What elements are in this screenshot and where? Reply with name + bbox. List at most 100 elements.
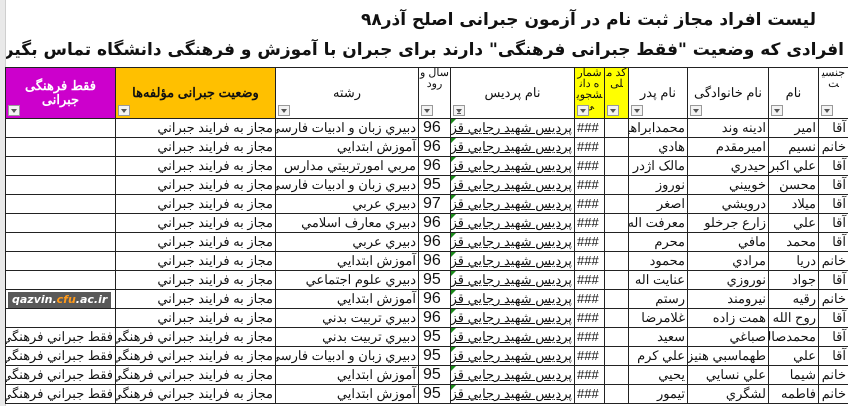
cell-father-name[interactable]: تيمور	[628, 384, 688, 404]
cell-compensation-status[interactable]: مجاز به فرايند جبراني	[115, 270, 276, 290]
cell-major[interactable]: آموزش ابتدايي	[275, 137, 419, 157]
cell-cultural-only[interactable]	[5, 213, 116, 233]
cell-campus[interactable]: پرديس شهيد رجايي قزوين	[450, 327, 575, 347]
cell-campus[interactable]: پرديس شهيد رجايي قزوين	[450, 137, 575, 157]
cell-last-name[interactable]: طهماسبي هنيزي	[687, 346, 769, 366]
cell-last-name[interactable]: ادينه وند	[687, 118, 769, 138]
cell-cultural-only[interactable]	[5, 194, 116, 214]
cell-national-code[interactable]	[604, 270, 629, 290]
cell-campus[interactable]: پرديس شهيد رجايي قزوين	[450, 346, 575, 366]
cell-gender[interactable]: خانم	[818, 365, 848, 385]
cell-father-name[interactable]: سعيد	[628, 327, 688, 347]
cell-entry-year[interactable]: 95	[418, 365, 451, 385]
cell-national-code[interactable]	[604, 289, 629, 309]
cell-campus[interactable]: پرديس شهيد رجايي قزوين	[450, 175, 575, 195]
cell-compensation-status[interactable]: مجاز به فرايند جبراني	[115, 251, 276, 271]
cell-major[interactable]: دبيري تربيت بدني	[275, 327, 419, 347]
cell-student-number[interactable]: ###	[574, 346, 605, 366]
cell-compensation-status[interactable]: مجاز به فرايند جبراني	[115, 308, 276, 328]
cell-national-code[interactable]	[604, 365, 629, 385]
cell-entry-year[interactable]: 97	[418, 194, 451, 214]
cell-gender[interactable]: خانم	[818, 137, 848, 157]
cell-first-name[interactable]: فاطمه	[768, 384, 819, 404]
cell-cultural-only[interactable]	[5, 270, 116, 290]
cell-student-number[interactable]: ###	[574, 327, 605, 347]
cell-father-name[interactable]: عنايت اله	[628, 270, 688, 290]
cell-last-name[interactable]: مافي	[687, 232, 769, 252]
cell-gender[interactable]: آقا	[818, 327, 848, 347]
cell-gender[interactable]: آقا	[818, 194, 848, 214]
cell-gender[interactable]: خانم	[818, 384, 848, 404]
cell-cultural-only[interactable]	[5, 232, 116, 252]
cell-national-code[interactable]	[604, 156, 629, 176]
filter-dropdown-icon[interactable]	[607, 105, 619, 116]
cell-student-number[interactable]: ###	[574, 213, 605, 233]
cell-cultural-only[interactable]: فقط جبراني فرهنگي	[5, 384, 116, 404]
cell-cultural-only[interactable]	[5, 137, 116, 157]
cell-entry-year[interactable]: 96	[418, 308, 451, 328]
cell-national-code[interactable]	[604, 327, 629, 347]
cell-student-number[interactable]: ###	[574, 137, 605, 157]
cell-major[interactable]: آموزش ابتدايي	[275, 384, 419, 404]
cell-major[interactable]: آموزش ابتدايي	[275, 251, 419, 271]
cell-first-name[interactable]: محسن	[768, 175, 819, 195]
cell-national-code[interactable]	[604, 137, 629, 157]
cell-last-name[interactable]: مرادي	[687, 251, 769, 271]
cell-father-name[interactable]: هادي	[628, 137, 688, 157]
cell-major[interactable]: آموزش ابتدايي	[275, 365, 419, 385]
cell-entry-year[interactable]: 96	[418, 156, 451, 176]
cell-national-code[interactable]	[604, 384, 629, 404]
filter-dropdown-icon[interactable]	[421, 105, 433, 116]
cell-national-code[interactable]	[604, 213, 629, 233]
cell-father-name[interactable]: مالک اژدر	[628, 156, 688, 176]
filter-dropdown-icon[interactable]	[821, 105, 833, 116]
cell-first-name[interactable]: نسيم	[768, 137, 819, 157]
cell-entry-year[interactable]: 95	[418, 327, 451, 347]
cell-last-name[interactable]: اميرمقدم	[687, 137, 769, 157]
cell-entry-year[interactable]: 95	[418, 175, 451, 195]
cell-cultural-only[interactable]: فقط جبراني فرهنگي	[5, 365, 116, 385]
cell-first-name[interactable]: جواد	[768, 270, 819, 290]
cell-national-code[interactable]	[604, 346, 629, 366]
cell-entry-year[interactable]: 96	[418, 137, 451, 157]
cell-major[interactable]: آموزش ابتدايي	[275, 289, 419, 309]
cell-entry-year[interactable]: 96	[418, 232, 451, 252]
filter-dropdown-icon[interactable]	[690, 105, 702, 116]
cell-student-number[interactable]: ###	[574, 251, 605, 271]
cell-compensation-status[interactable]: مجاز به فرايند جبراني	[115, 194, 276, 214]
cell-campus[interactable]: پرديس شهيد رجايي قزوين	[450, 308, 575, 328]
cell-father-name[interactable]: محرم	[628, 232, 688, 252]
cell-national-code[interactable]	[604, 194, 629, 214]
cell-cultural-only[interactable]	[5, 175, 116, 195]
cell-cultural-only[interactable]	[5, 251, 116, 271]
cell-student-number[interactable]: ###	[574, 308, 605, 328]
cell-last-name[interactable]: زارع جرخلو	[687, 213, 769, 233]
cell-last-name[interactable]: نيرومند	[687, 289, 769, 309]
cell-major[interactable]: دبيري معارف اسلامي	[275, 213, 419, 233]
cell-national-code[interactable]	[604, 308, 629, 328]
cell-major[interactable]: دبيري علوم اجتماعي	[275, 270, 419, 290]
cell-father-name[interactable]: رستم	[628, 289, 688, 309]
cell-first-name[interactable]: امير	[768, 118, 819, 138]
cell-gender[interactable]: خانم	[818, 289, 848, 309]
cell-entry-year[interactable]: 96	[418, 251, 451, 271]
cell-cultural-only[interactable]	[5, 308, 116, 328]
cell-first-name[interactable]: دريا	[768, 251, 819, 271]
cell-compensation-status[interactable]: مجاز به فرايند جبراني	[115, 156, 276, 176]
cell-student-number[interactable]: ###	[574, 194, 605, 214]
cell-gender[interactable]: آقا	[818, 118, 848, 138]
cell-major[interactable]: دبيري عربي	[275, 194, 419, 214]
cell-compensation-status[interactable]: مجاز به فرايند جبراني فرهنگي	[115, 346, 276, 366]
cell-gender[interactable]: آقا	[818, 270, 848, 290]
cell-gender[interactable]: آقا	[818, 156, 848, 176]
cell-campus[interactable]: پرديس شهيد رجايي قزوين	[450, 232, 575, 252]
cell-first-name[interactable]: علي اكبر	[768, 156, 819, 176]
cell-last-name[interactable]: صباغي	[687, 327, 769, 347]
cell-gender[interactable]: خانم	[818, 251, 848, 271]
cell-student-number[interactable]: ###	[574, 232, 605, 252]
cell-father-name[interactable]: محمدابراهيم	[628, 118, 688, 138]
cell-gender[interactable]: آقا	[818, 308, 848, 328]
cell-national-code[interactable]	[604, 232, 629, 252]
cell-father-name[interactable]: غلامرضا	[628, 308, 688, 328]
cell-campus[interactable]: پرديس شهيد رجايي قزوين	[450, 270, 575, 290]
